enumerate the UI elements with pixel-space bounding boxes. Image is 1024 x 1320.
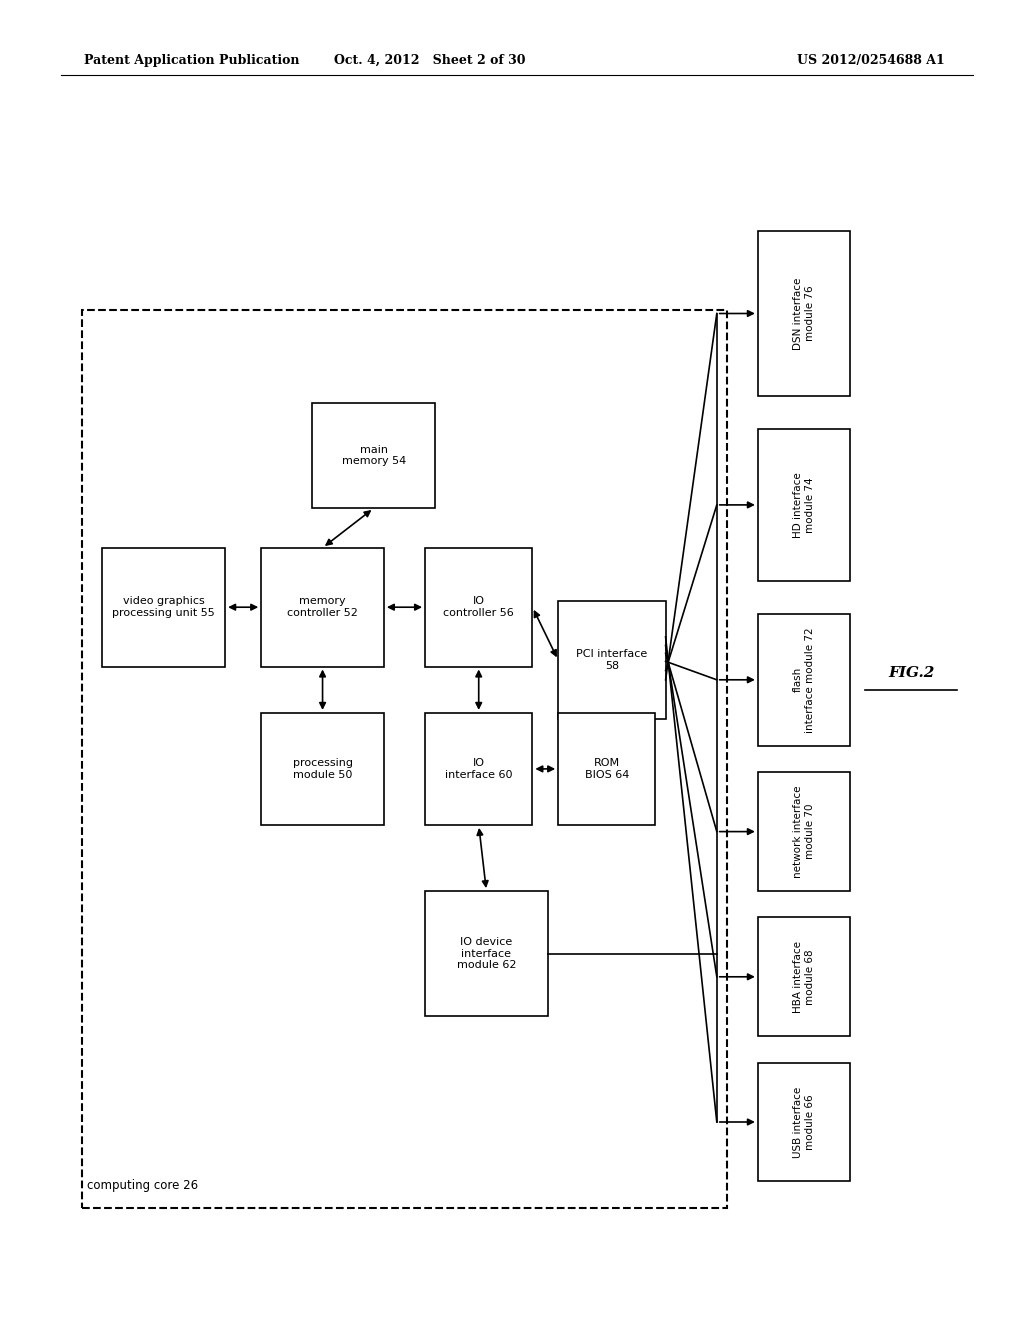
Bar	[261, 713, 384, 825]
Text: memory
controller 52: memory controller 52	[287, 597, 358, 618]
Text: Oct. 4, 2012   Sheet 2 of 30: Oct. 4, 2012 Sheet 2 of 30	[334, 54, 526, 67]
Text: processing
module 50: processing module 50	[293, 758, 352, 780]
Bar	[261, 548, 384, 667]
Text: computing core 26: computing core 26	[87, 1179, 199, 1192]
Text: flash
interface module 72: flash interface module 72	[793, 627, 815, 733]
Text: network interface
module 70: network interface module 70	[793, 785, 815, 878]
Text: USB interface
module 66: USB interface module 66	[793, 1086, 815, 1158]
Text: FIG.2: FIG.2	[888, 667, 935, 680]
Text: video graphics
processing unit 55: video graphics processing unit 55	[113, 597, 215, 618]
Bar	[758, 231, 850, 396]
Bar	[758, 772, 850, 891]
Text: IO device
interface
module 62: IO device interface module 62	[457, 937, 516, 970]
Bar	[758, 614, 850, 746]
Bar	[102, 548, 225, 667]
Text: HD interface
module 74: HD interface module 74	[793, 473, 815, 537]
Bar	[425, 548, 532, 667]
Bar	[758, 429, 850, 581]
Bar	[558, 601, 666, 719]
Bar	[82, 310, 727, 1208]
Bar	[425, 891, 548, 1016]
Text: DSN interface
module 76: DSN interface module 76	[793, 277, 815, 350]
Bar	[758, 917, 850, 1036]
Text: PCI interface
58: PCI interface 58	[577, 649, 647, 671]
Text: US 2012/0254688 A1: US 2012/0254688 A1	[797, 54, 944, 67]
Text: IO
interface 60: IO interface 60	[445, 758, 512, 780]
Text: Patent Application Publication: Patent Application Publication	[84, 54, 299, 67]
Bar	[425, 713, 532, 825]
Bar	[558, 713, 655, 825]
Bar	[312, 403, 435, 508]
Text: ROM
BIOS 64: ROM BIOS 64	[585, 758, 629, 780]
Text: HBA interface
module 68: HBA interface module 68	[793, 941, 815, 1012]
Text: IO
controller 56: IO controller 56	[443, 597, 514, 618]
Text: main
memory 54: main memory 54	[342, 445, 406, 466]
Bar	[758, 1063, 850, 1181]
